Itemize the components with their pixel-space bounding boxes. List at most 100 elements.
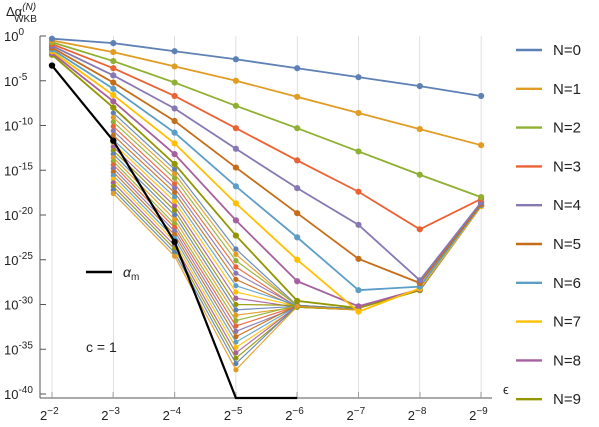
extra-series-point bbox=[110, 165, 116, 172]
series-point-N=3 bbox=[171, 92, 178, 100]
extra-series-point bbox=[233, 258, 239, 264]
extra-series-point bbox=[233, 328, 239, 334]
series-point-N=6 bbox=[355, 287, 362, 294]
extra-series-point bbox=[233, 318, 239, 324]
extra-series-point bbox=[172, 224, 178, 231]
extra-series-point bbox=[172, 249, 178, 256]
x-tick-label: 2−4 bbox=[163, 406, 182, 423]
extra-series-point bbox=[110, 169, 116, 175]
series-point-N=1 bbox=[171, 63, 178, 70]
extra-series-point bbox=[233, 276, 239, 283]
series-point-N=1 bbox=[416, 125, 423, 133]
series-point-N=0 bbox=[232, 56, 239, 63]
series-point-N=7 bbox=[171, 140, 178, 147]
extra-series-point bbox=[110, 123, 116, 129]
series-line-N=4 bbox=[51, 45, 482, 282]
extra-series-point bbox=[110, 162, 116, 168]
series-point-N=0 bbox=[478, 92, 485, 100]
alpha-m-label: α bbox=[123, 264, 132, 280]
series-point-N=4 bbox=[294, 185, 301, 192]
extra-series-point bbox=[233, 264, 239, 270]
y-tick-label: 10-20 bbox=[4, 206, 33, 223]
series-point-N=4 bbox=[416, 277, 423, 284]
series-point-N=4 bbox=[232, 145, 239, 152]
extra-series-point bbox=[172, 171, 178, 177]
series-line-N=7 bbox=[51, 50, 482, 313]
extra-series-point bbox=[172, 207, 178, 214]
extra-series-point bbox=[172, 175, 178, 181]
series-line-N=0 bbox=[51, 37, 482, 97]
extra-series-point bbox=[172, 216, 178, 223]
legend-label: N=1 bbox=[553, 81, 581, 98]
plot-area: 100 10-5 10-10 10-15 10-20 10-25 10-30 10-35 10-… bbox=[4, 27, 492, 423]
extra-series-point bbox=[172, 166, 178, 172]
series-point-N=0 bbox=[416, 83, 423, 90]
legend-label: N=7 bbox=[553, 314, 581, 331]
extra-series-point bbox=[110, 180, 116, 186]
series-point-N=3 bbox=[294, 157, 301, 164]
legend-label: N=5 bbox=[553, 236, 581, 253]
series-line-N=5 bbox=[51, 46, 482, 285]
extra-series-point bbox=[110, 110, 116, 116]
extra-series-point bbox=[233, 312, 239, 318]
x-ticks: 2−2 2−3 2−4 2−5 2−6 2−7 2−8 2−9 bbox=[40, 392, 488, 423]
series-point-N=7 bbox=[355, 308, 362, 315]
series-point-N=9 bbox=[110, 104, 117, 111]
alpha-m-point bbox=[48, 62, 56, 69]
legend-label: N=0 bbox=[553, 42, 581, 59]
y-tick-label: 10-30 bbox=[4, 296, 33, 313]
series-point-N=6 bbox=[171, 129, 178, 136]
extra-series-point bbox=[110, 183, 116, 189]
series-point-N=8 bbox=[355, 303, 362, 310]
series-point-N=2 bbox=[171, 79, 178, 86]
series-point-N=5 bbox=[171, 117, 178, 125]
extra-series-point bbox=[233, 350, 239, 356]
extra-series-point bbox=[110, 114, 116, 121]
extra-series-point bbox=[172, 194, 178, 200]
series-line-N=6 bbox=[51, 48, 482, 292]
series-point-N=2 bbox=[232, 102, 239, 109]
series-point-N=3 bbox=[232, 125, 239, 132]
series-point-N=6 bbox=[110, 85, 117, 92]
series-point-N=5 bbox=[355, 255, 362, 262]
series-point-N=8 bbox=[232, 217, 239, 224]
alpha-m-line bbox=[48, 62, 298, 400]
series-line-N=9 bbox=[51, 54, 482, 309]
y-ticks: 100 10-5 10-10 10-15 10-20 10-25 10-30 10-35 10-… bbox=[4, 27, 46, 402]
extra-series-point bbox=[110, 158, 116, 164]
series-point-N=0 bbox=[48, 35, 56, 42]
extra-series-point bbox=[233, 323, 239, 329]
svg-text:αm: αm bbox=[123, 264, 139, 283]
y-tick-label: 10-5 bbox=[4, 72, 28, 89]
series-point-N=1 bbox=[294, 93, 301, 100]
extra-series-point bbox=[233, 295, 239, 301]
x-tick-label: 2−9 bbox=[469, 406, 488, 423]
extra-series-point bbox=[233, 251, 239, 257]
series-point-N=0 bbox=[110, 40, 117, 47]
extra-series-point bbox=[172, 228, 178, 234]
annotation-c: c = 1 bbox=[86, 339, 117, 355]
extra-series-point bbox=[233, 367, 239, 373]
series-point-N=6 bbox=[232, 183, 239, 190]
series-point-N=8 bbox=[294, 278, 301, 285]
extra-series-point bbox=[110, 173, 116, 179]
extra-series-point bbox=[110, 187, 116, 193]
extra-series-point bbox=[172, 181, 178, 187]
series-point-N=1 bbox=[478, 142, 485, 149]
series-point-N=0 bbox=[355, 74, 362, 81]
x-tick-label: 2−2 bbox=[40, 406, 59, 423]
extra-series-point bbox=[110, 155, 116, 161]
x-tick-label: 2−3 bbox=[101, 406, 120, 423]
extra-series-point bbox=[172, 253, 178, 259]
series-point-N=8 bbox=[110, 98, 117, 105]
extra-series-point bbox=[110, 144, 116, 150]
x-tick-label: 2−7 bbox=[347, 406, 366, 423]
series-point-N=9 bbox=[171, 160, 178, 168]
legend-label: N=6 bbox=[553, 275, 581, 292]
y-tick-label: 10-15 bbox=[4, 161, 33, 178]
extra-series-point bbox=[172, 232, 178, 238]
series-point-N=2 bbox=[478, 194, 485, 201]
series-point-N=4 bbox=[355, 221, 362, 228]
extra-series-point bbox=[233, 246, 239, 252]
